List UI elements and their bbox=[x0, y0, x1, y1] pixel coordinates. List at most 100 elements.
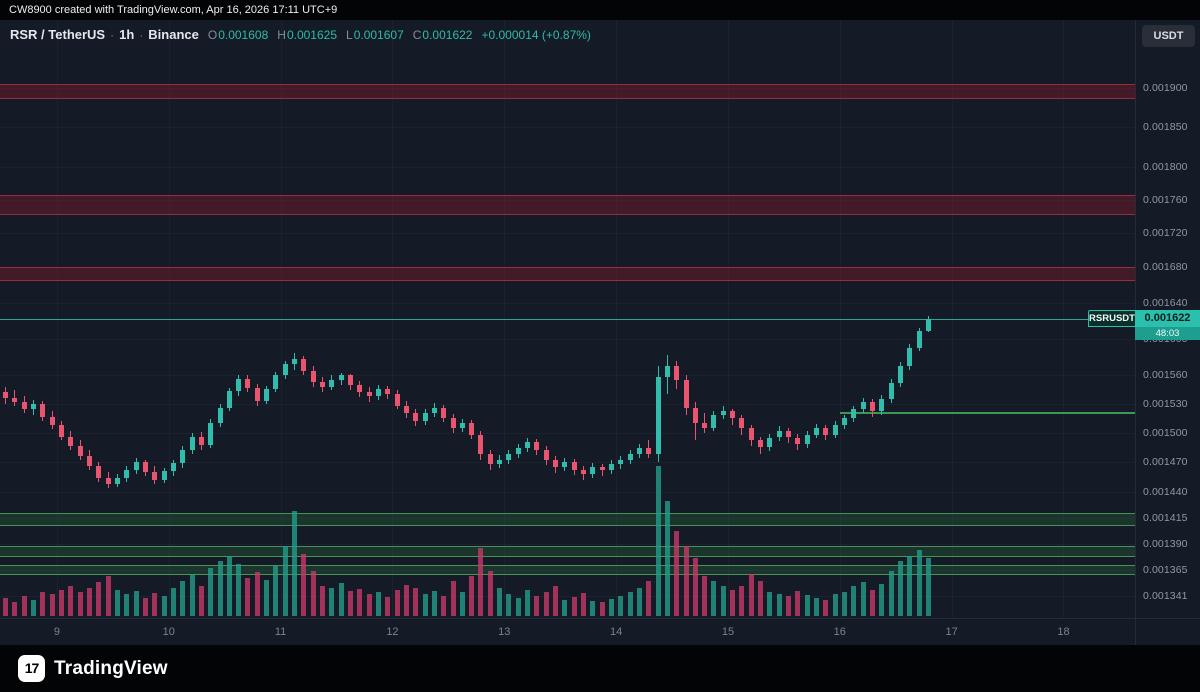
volume-bar bbox=[478, 548, 484, 616]
volume-bar bbox=[152, 593, 158, 616]
candle bbox=[3, 392, 9, 399]
volume-bar bbox=[841, 592, 847, 616]
candle bbox=[860, 401, 866, 409]
volume-bar bbox=[562, 600, 568, 616]
price-tick-label: 0.001530 bbox=[1143, 397, 1188, 410]
exchange-label[interactable]: Binance bbox=[148, 27, 199, 42]
candle bbox=[348, 375, 353, 385]
candle bbox=[767, 437, 773, 448]
volume-bar bbox=[888, 571, 894, 616]
grid-line-horizontal bbox=[0, 126, 1135, 128]
support-zone[interactable] bbox=[0, 545, 1135, 558]
candle-wick bbox=[601, 464, 603, 477]
grid-line-horizontal bbox=[0, 517, 1135, 519]
volume-bar bbox=[832, 594, 838, 616]
grid-line-horizontal bbox=[0, 492, 1135, 494]
candle bbox=[581, 470, 586, 475]
candle bbox=[394, 394, 400, 406]
volume-bar bbox=[553, 586, 559, 616]
candle bbox=[655, 377, 661, 455]
volume-bar bbox=[366, 594, 372, 616]
support-zone[interactable] bbox=[0, 512, 1135, 526]
price-line-label: RSRUSDT 0.001622 48:03 bbox=[1088, 309, 1200, 340]
separator: · bbox=[110, 28, 115, 42]
volume-bar bbox=[208, 568, 214, 616]
candle bbox=[375, 388, 381, 397]
candle bbox=[599, 467, 605, 471]
volume-bar bbox=[786, 596, 792, 616]
volume-bar bbox=[348, 591, 353, 616]
candle bbox=[636, 448, 642, 455]
candle bbox=[142, 462, 148, 473]
tradingview-logo-icon: 17 bbox=[18, 655, 45, 682]
candle bbox=[702, 422, 708, 428]
candle bbox=[888, 382, 894, 399]
candle bbox=[469, 422, 475, 435]
volume-bar bbox=[767, 592, 773, 616]
interval-label[interactable]: 1h bbox=[119, 27, 135, 42]
candle bbox=[897, 366, 903, 383]
resistance-zone[interactable] bbox=[0, 266, 1135, 282]
volume-bar bbox=[394, 590, 400, 616]
attribution-text: CW8900 created with TradingView.com, Apr… bbox=[9, 4, 338, 16]
grid-line-horizontal bbox=[0, 338, 1135, 340]
candle bbox=[590, 467, 596, 475]
tradingview-logo[interactable]: 17 TradingView bbox=[18, 655, 168, 682]
candle bbox=[329, 380, 335, 387]
volume-bar bbox=[907, 556, 913, 616]
candle bbox=[226, 391, 232, 408]
price-tick-label: 0.001415 bbox=[1143, 511, 1188, 524]
price-label-row: RSRUSDT 0.001622 bbox=[1088, 309, 1200, 327]
price-tick-label: 0.001720 bbox=[1143, 227, 1188, 240]
footer-bar: 17 TradingView bbox=[0, 645, 1200, 692]
candle bbox=[823, 427, 829, 435]
volume-bar bbox=[3, 598, 9, 616]
open-label: O bbox=[207, 28, 218, 42]
candle bbox=[683, 380, 689, 408]
grid-line-horizontal bbox=[0, 543, 1135, 545]
support-ray[interactable] bbox=[839, 412, 1135, 415]
time-tick-label: 17 bbox=[945, 626, 958, 638]
candle bbox=[553, 460, 559, 468]
volume-bar bbox=[431, 591, 437, 616]
price-tick-label: 0.001365 bbox=[1143, 564, 1188, 577]
volume-bar bbox=[96, 582, 102, 616]
candle bbox=[925, 318, 931, 332]
symbol-title[interactable]: RSR / TetherUS bbox=[10, 27, 106, 42]
candle bbox=[720, 411, 726, 416]
candle bbox=[403, 405, 409, 414]
currency-toggle-button[interactable]: USDT bbox=[1142, 25, 1195, 47]
close-label: C bbox=[412, 28, 422, 42]
volume-bar bbox=[217, 561, 223, 616]
chart-pane[interactable]: RSR / TetherUS · 1h · Binance O0.001608 H0.001… bbox=[0, 20, 1135, 618]
candle bbox=[562, 462, 568, 468]
volume-bar bbox=[59, 590, 65, 616]
price-tick-label: 0.001760 bbox=[1143, 193, 1188, 206]
candle bbox=[366, 392, 372, 397]
volume-bar bbox=[683, 546, 689, 616]
resistance-zone[interactable] bbox=[0, 195, 1135, 215]
price-tick-label: 0.001560 bbox=[1143, 369, 1188, 382]
volume-bar bbox=[851, 586, 857, 616]
volume-bar bbox=[618, 596, 624, 616]
candle bbox=[730, 411, 736, 419]
candle bbox=[87, 456, 93, 467]
candle bbox=[21, 401, 27, 410]
volume-bar bbox=[608, 599, 614, 616]
candle bbox=[180, 450, 186, 464]
volume-bar bbox=[758, 581, 764, 616]
candle bbox=[776, 430, 782, 438]
candle bbox=[739, 418, 745, 428]
grid-line-horizontal bbox=[0, 199, 1135, 201]
candle bbox=[40, 403, 46, 418]
close-value: 0.001622 bbox=[422, 28, 473, 42]
candle bbox=[441, 407, 447, 419]
volume-bar bbox=[720, 586, 726, 616]
time-axis[interactable]: 9 10 11 12 13 14 15 16 17 18 bbox=[0, 618, 1135, 645]
support-zone[interactable] bbox=[0, 564, 1135, 576]
candle bbox=[310, 370, 316, 382]
tradingview-logo-glyph: 17 bbox=[24, 660, 40, 676]
candle bbox=[385, 388, 391, 395]
chart-legend: RSR / TetherUS · 1h · Binance O0.001608 H0.001… bbox=[10, 27, 591, 42]
resistance-zone[interactable] bbox=[0, 84, 1135, 99]
